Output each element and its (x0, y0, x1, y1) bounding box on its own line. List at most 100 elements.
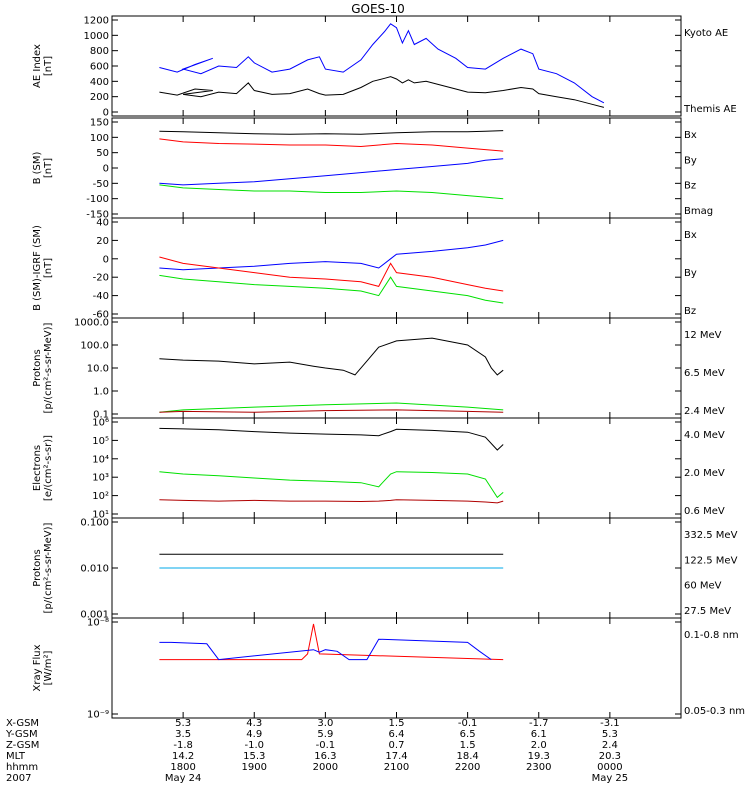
y-axis-label: Protons[p/(cm²-s-sr-MeV)] (32, 322, 54, 413)
y-tick-label: 10.0 (87, 364, 109, 375)
ephemeris-value: 1900 (242, 762, 267, 773)
y-tick-label: -20 (93, 273, 109, 284)
y-tick-label: 800 (90, 46, 109, 57)
ephemeris-value: 4.3 (246, 718, 262, 729)
y-axis-label-line: [nT] (43, 258, 54, 278)
y-axis-label-line: Xray Flux (32, 644, 43, 691)
y-tick-label: -60 (93, 310, 109, 321)
legend-item: 2.4 MeV (684, 406, 725, 417)
ephemeris-value: 15.3 (243, 751, 265, 762)
ephemeris-value: 2200 (455, 762, 480, 773)
y-tick-label: -40 (93, 291, 109, 302)
y-tick-label: 10⁴ (92, 454, 109, 465)
y-axis-label: Electrons[e/(cm²-s-sr)] (32, 435, 54, 501)
ephemeris-value: 6.4 (389, 729, 405, 740)
ephemeris-value: 1800 (170, 762, 195, 773)
y-tick-label: 0.010 (80, 564, 109, 575)
legend-item: By (684, 155, 697, 166)
series-line (159, 184, 504, 200)
legend-item: Bmag (684, 206, 713, 217)
y-tick-label: 40 (96, 218, 109, 229)
y-tick-label: 1.0 (93, 387, 109, 398)
y-axis-label-line: Protons (32, 349, 43, 386)
y-tick-label: 150 (90, 118, 109, 129)
ephemeris-value: 0.7 (389, 740, 405, 751)
y-tick-label: 10⁻⁹ (87, 710, 109, 721)
legend-item: Bz (684, 306, 696, 317)
ephemeris-row-label: hhmm (6, 762, 38, 773)
y-tick-label: 0 (103, 108, 109, 119)
ephemeris-table: X-GSMY-GSMZ-GSMMLThhmm20075.33.5-1.814.2… (5, 718, 628, 784)
y-tick-label: 10⁶ (92, 418, 109, 429)
y-axis-label-line: B (SM) (32, 151, 43, 184)
ephemeris-row-label: X-GSM (6, 718, 39, 729)
panel-frame (111, 617, 682, 719)
y-axis-label-line: AE Index (32, 44, 43, 88)
ephemeris-value: -0.1 (458, 718, 478, 729)
ephemeris-value: 3.0 (317, 718, 333, 729)
y-tick-label: -50 (93, 179, 109, 190)
y-tick-label: 10² (92, 491, 109, 502)
ephemeris-row-label: Y-GSM (5, 729, 38, 740)
series-line (159, 409, 504, 413)
y-axis-label: B (SM)-IGRF (SM)[nT] (32, 225, 54, 311)
ephemeris-value: May 24 (165, 773, 202, 784)
ephemeris-row-label: MLT (6, 751, 26, 762)
y-tick-label: 0 (103, 254, 109, 265)
legend-item: 60 MeV (684, 581, 722, 592)
ephemeris-value: 19.3 (528, 751, 550, 762)
y-tick-label: 10⁻⁸ (87, 618, 109, 629)
y-tick-label: 10¹ (92, 510, 109, 521)
ephemeris-value: 1.5 (460, 740, 476, 751)
y-axis-label-line: [nT] (43, 158, 54, 178)
ephemeris-value: 6.5 (460, 729, 476, 740)
legend-item: 6.5 MeV (684, 368, 725, 379)
series-line (159, 499, 504, 504)
y-tick-label: -100 (86, 194, 109, 205)
series-line (159, 638, 492, 661)
ephemeris-value: -3.1 (600, 718, 620, 729)
legend-item: Bz (684, 181, 696, 192)
ephemeris-value: 5.3 (175, 718, 191, 729)
ephemeris-row-label: 2007 (6, 773, 31, 784)
legend-item: Bx (684, 130, 697, 141)
legend-item: Kyoto AE (684, 28, 728, 39)
series-line (159, 623, 504, 661)
series-line (159, 76, 605, 108)
ephemeris-value: -0.1 (316, 740, 336, 751)
legend-item: Themis AE (683, 104, 737, 115)
series-line (159, 471, 504, 499)
ephemeris-value: 2100 (384, 762, 409, 773)
y-axis-label-line: Electrons (32, 445, 43, 491)
series-line (159, 402, 504, 413)
series-line (159, 130, 504, 135)
y-tick-label: 0 (103, 164, 109, 175)
series-line (159, 427, 504, 451)
ephemeris-value: 2.0 (531, 740, 547, 751)
y-tick-label: 400 (90, 77, 109, 88)
legend-item: 0.1-0.8 nm (684, 630, 739, 641)
y-axis-label: Xray Flux[W/m²] (32, 644, 54, 691)
y-axis-label-line: [p/(cm²-s-sr-MeV)] (43, 322, 54, 413)
y-axis-label-line: [W/m²] (43, 650, 54, 685)
panel-1: 0 200 400 600 800 1000 1200 AE Index[nT] Kyoto A… (32, 15, 737, 119)
y-tick-label: 200 (90, 92, 109, 103)
panel-frame (111, 217, 682, 319)
y-axis-label-line: B (SM)-IGRF (SM) (32, 225, 43, 311)
y-tick-label: 0.100 (80, 518, 109, 529)
y-axis-label: B (SM)[nT] (32, 151, 54, 184)
y-tick-label: 20 (96, 236, 109, 247)
ephemeris-value: 4.9 (246, 729, 262, 740)
ephemeris-value: 2000 (313, 762, 338, 773)
ephemeris-value: -1.7 (529, 718, 549, 729)
series-line (159, 23, 605, 104)
ephemeris-value: 0000 (597, 762, 622, 773)
y-tick-label: 100 (90, 133, 109, 144)
series-line (159, 239, 504, 271)
y-axis-label: Protons[p/(cm²-s-sr-MeV)] (32, 522, 54, 613)
series-line (159, 158, 504, 186)
y-axis-label-line: [nT] (43, 56, 54, 76)
ephemeris-value: 18.4 (456, 751, 478, 762)
ephemeris-value: 16.3 (314, 751, 336, 762)
